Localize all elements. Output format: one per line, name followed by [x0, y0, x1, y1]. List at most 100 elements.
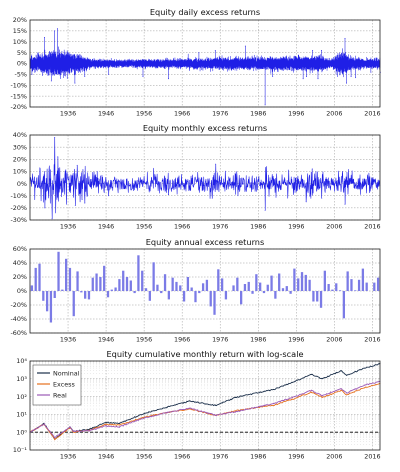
monthly-frame — [29, 134, 381, 221]
x-tick-label: 1966 — [174, 223, 190, 231]
monthly-chart-title: Equity monthly excess returns — [143, 123, 267, 133]
data-point-excess — [272, 405, 274, 406]
annual-bar — [65, 258, 68, 291]
annual-bar — [259, 282, 262, 291]
data-point-excess — [234, 410, 236, 412]
annual-bar — [297, 278, 300, 291]
annual-bar — [110, 289, 113, 291]
annual-bar — [152, 262, 155, 291]
x-tick-label: 1956 — [136, 453, 152, 461]
annual-bar — [278, 273, 281, 291]
annual-bar — [335, 283, 338, 291]
annual-bar — [327, 284, 330, 291]
annual-bar — [205, 279, 209, 291]
y-tick-label: 20% — [13, 16, 27, 24]
data-point-excess — [105, 423, 107, 425]
data-point-nominal — [215, 405, 217, 406]
annual-bar — [220, 278, 224, 291]
data-point-real — [272, 403, 274, 405]
data-point-real — [234, 411, 236, 413]
annual-bar — [304, 274, 307, 291]
legend-label-real: Real — [53, 392, 67, 400]
cumulative-frame — [29, 360, 381, 451]
data-point — [84, 202, 86, 204]
annual-bar — [331, 289, 334, 291]
annual-bar — [68, 267, 72, 291]
x-tick-label: 1976 — [212, 223, 228, 231]
data-point-nominal — [189, 400, 191, 402]
data-point-real — [189, 407, 191, 409]
annual-bar — [84, 291, 87, 299]
annual-bar — [106, 291, 110, 298]
annual-bar — [201, 283, 205, 291]
annual-bar — [293, 268, 296, 291]
data-point — [53, 30, 55, 32]
data-point — [57, 156, 59, 158]
data-point — [76, 164, 78, 166]
y-tick-label: -10% — [10, 81, 27, 89]
legend-label-nominal: Nominal — [53, 370, 80, 378]
y-tick-label: 10% — [13, 38, 27, 46]
annual-bar — [338, 290, 342, 291]
data-point — [108, 73, 110, 75]
data-point — [168, 194, 169, 195]
annual-bar — [53, 291, 56, 298]
data-point — [31, 73, 33, 75]
data-point-nominal — [364, 367, 366, 369]
y-tick-label: 0% — [17, 287, 27, 295]
data-point-nominal — [340, 370, 342, 372]
daily-chart-title: Equity daily excess returns — [150, 7, 260, 17]
data-point-excess — [292, 398, 293, 400]
annual-bar — [61, 289, 64, 291]
data-point-real — [264, 405, 266, 406]
data-point-real — [311, 389, 313, 391]
annual-bar — [91, 277, 94, 291]
monthly-y-ticks: 40% 30% 20% 10% 0% -10% -20% -30% — [10, 131, 27, 224]
data-point-real — [143, 417, 145, 419]
y-tick-label: 40% — [13, 131, 27, 139]
annual-bar — [137, 255, 140, 291]
y-tick-label: 10⁻¹ — [13, 446, 28, 454]
annual-bar — [308, 279, 311, 291]
y-tick-label: 10² — [16, 393, 27, 401]
x-tick-label: 1976 — [212, 336, 228, 344]
data-point-nominal — [264, 390, 266, 392]
data-point — [81, 198, 83, 200]
x-tick-label: 1946 — [98, 110, 114, 118]
annual-bar — [255, 274, 258, 291]
annual-bar — [274, 291, 277, 299]
data-point — [244, 45, 246, 47]
data-point — [346, 172, 348, 174]
annual-bar — [323, 270, 326, 291]
annual-y-ticks: 60% 40% 20% 0% -20% -40% -60% — [10, 245, 27, 337]
data-point-real — [43, 423, 45, 425]
y-tick-label: 30% — [13, 143, 27, 151]
annual-bar — [171, 277, 174, 291]
x-tick-label: 1946 — [98, 453, 114, 461]
data-point — [311, 168, 313, 170]
annual-x-ticks: 1936 1946 1956 1966 1976 1986 1996 2006 2016 — [60, 336, 381, 344]
data-point-nominal — [321, 378, 323, 380]
annual-bar — [319, 291, 323, 308]
y-tick-label: -15% — [10, 92, 27, 100]
data-point-nominal — [166, 406, 168, 408]
annual-bar — [365, 282, 368, 291]
x-tick-label: 2006 — [326, 336, 342, 344]
x-tick-label: 2016 — [364, 110, 380, 118]
data-point — [51, 218, 53, 220]
annual-bar — [129, 280, 132, 291]
y-tick-label: 10⁰ — [16, 428, 27, 436]
data-point-real — [364, 384, 366, 386]
x-tick-label: 1956 — [136, 223, 152, 231]
x-tick-label: 1976 — [212, 453, 228, 461]
panel-monthly-returns: Equity monthly excess returns 40% 30% 20% 1… — [10, 123, 380, 231]
data-point — [272, 76, 274, 78]
annual-bar — [118, 279, 121, 291]
x-tick-label: 1996 — [288, 453, 304, 461]
panel-cumulative-returns: Equity cumulative monthly return with lo… — [13, 349, 381, 461]
data-point-nominal — [234, 396, 236, 398]
cumulative-gridlines — [30, 360, 380, 451]
annual-bar — [243, 284, 247, 291]
cumulative-chart-title: Equity cumulative monthly return with lo… — [106, 349, 303, 359]
x-tick-label: 2006 — [326, 453, 342, 461]
